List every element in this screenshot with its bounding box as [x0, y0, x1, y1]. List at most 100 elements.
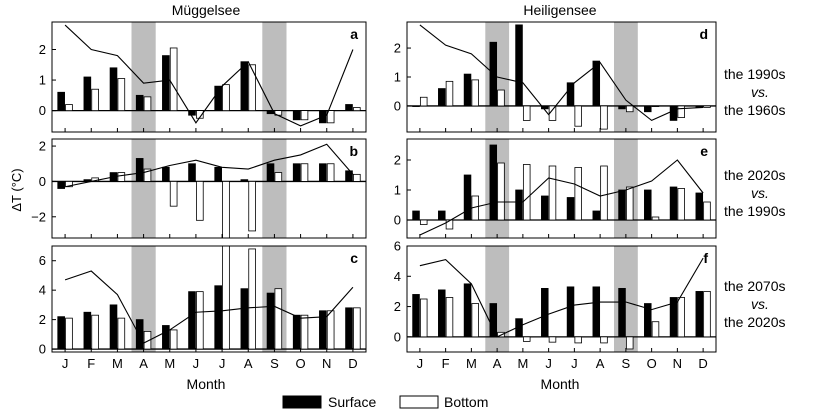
x-axis-label-left: Month	[187, 376, 226, 392]
panel-e-bottom-bar-12	[703, 201, 711, 221]
panel-d-surface-bar-9	[618, 105, 626, 110]
panel-a-surface-bar-7	[214, 85, 222, 112]
panel-f-xtick-label: O	[647, 356, 657, 371]
panel-f-xtick-label: M	[466, 356, 477, 371]
panel-c-letter: c	[350, 250, 358, 266]
panel-d-surface-bar-7	[566, 82, 575, 107]
panel-b-surface-bar-9	[266, 163, 275, 182]
panel-f-xtick-label: M	[517, 356, 528, 371]
panel-f-ytick-label: 6	[394, 239, 401, 254]
panel-a-bottom-bar-2	[91, 88, 99, 112]
panel-c-ytick-label: 0	[39, 342, 46, 357]
row-label-3-line1: the 2070s	[724, 278, 786, 294]
panel-a-bottom-bar-8	[248, 64, 256, 112]
panel-c-xtick-label: M	[112, 356, 123, 371]
panel-d: 0 1 2 d	[394, 21, 717, 133]
column-title-heiligensee: Heiligensee	[523, 2, 596, 18]
panel-b-surface-bar-6	[188, 163, 196, 182]
row-label-2-line1: the 2020s	[724, 167, 786, 183]
panel-f-surface-bar-7	[566, 286, 575, 338]
panel-c-shade-S	[262, 246, 287, 352]
panel-f-xtick-label: A	[493, 356, 502, 371]
panel-c-ytick-label: 2	[39, 312, 46, 327]
panel-e-surface-bar-8	[592, 210, 601, 221]
panel-c-bottom-bar-7	[222, 245, 230, 350]
panel-d-bottom-bar-1	[419, 96, 428, 107]
panel-c-surface-bar-7	[214, 285, 222, 350]
panel-c-surface-bar-10	[292, 314, 301, 350]
panel-d-surface-bar-2	[438, 88, 446, 107]
panel-e-bottom-bar-9	[625, 186, 634, 221]
panel-f-surface-bar-12	[695, 291, 704, 338]
panel-d-surface-bar-6	[541, 105, 549, 110]
legend-bottom-label: Bottom	[444, 394, 488, 410]
panel-f-line	[419, 257, 704, 338]
panel-c-bottom-bar-9	[274, 288, 283, 350]
panel-f-bottom-bar-11	[677, 297, 685, 338]
panel-c-surface-bar-12	[345, 307, 353, 350]
panel-b-bottom-bar-11	[326, 163, 335, 182]
panel-b-bottom-bar-3	[117, 172, 126, 182]
panel-c-frame	[51, 245, 367, 353]
panel-c: 0 2 4 6 J F M A M J J A S O N Dc	[39, 245, 367, 371]
panel-e-bottom-bar-1	[419, 219, 428, 225]
panel-a-surface-bar-5	[162, 55, 170, 112]
panel-c-ytick-label: 4	[39, 283, 46, 298]
panel-f-ytick-label: 4	[394, 269, 401, 284]
panel-c-surface-bar-2	[83, 311, 92, 350]
panel-e-bottom-bar-2	[445, 219, 454, 230]
panel-d-ytick-label: 0	[394, 98, 401, 113]
column-title-mueggelsee: Müggelsee	[172, 2, 241, 18]
panel-a-bottom-bar-5	[169, 47, 178, 112]
panel-a-bottom-bar-3	[117, 78, 126, 112]
row-label-3-line2: vs.	[751, 296, 769, 312]
panel-a-surface-bar-6	[188, 110, 196, 116]
panel-c-xtick-label: D	[348, 356, 357, 371]
panel-c-xtick-label: M	[164, 356, 175, 371]
panel-e-ytick-label: 2	[394, 153, 401, 168]
panel-e-bottom-bar-4	[497, 162, 505, 221]
panel-c-ytick-label: 6	[39, 253, 46, 268]
panel-e: 0 1 2 e	[394, 138, 717, 239]
panel-f-surface-bar-9	[618, 287, 626, 338]
panel-a-bottom-bar-4	[143, 96, 152, 112]
panel-b-ytick-label: 2	[39, 139, 46, 154]
panel-c-bottom-bar-1	[65, 317, 73, 350]
panel-f-bottom-bar-5	[522, 336, 531, 342]
panel-d-ytick-label: 2	[394, 41, 401, 56]
panel-e-bottom-bar-6	[548, 165, 557, 221]
panel-a-surface-bar-12	[345, 104, 353, 112]
panel-b-bottom-bar-8	[248, 181, 256, 232]
panel-f-surface-bar-10	[644, 303, 652, 338]
panel-b-bottom-bar-7	[222, 181, 230, 239]
panel-c-xtick-label: A	[139, 356, 148, 371]
panel-f-bottom-bar-8	[600, 336, 608, 344]
panel-b-surface-bar-5	[162, 166, 170, 182]
legend-surface-swatch	[282, 395, 322, 409]
panel-c-xtick-label: J	[62, 356, 69, 371]
panel-f-shade-S	[614, 246, 638, 352]
panel-e-shade-S	[614, 139, 638, 238]
panel-e-bottom-bar-10	[651, 216, 660, 221]
panel-e-shade-A	[485, 139, 510, 238]
panel-d-surface-bar-3	[463, 73, 472, 107]
panel-d-shade-S	[614, 22, 638, 132]
panel-d-surface-bar-11	[669, 105, 678, 121]
panel-e-frame	[406, 138, 717, 239]
panel-c-shade-A	[131, 246, 156, 352]
panel-f-surface-bar-4	[489, 303, 498, 338]
panel-c-xtick-label: N	[322, 356, 331, 371]
panel-a-surface-bar-2	[83, 76, 92, 112]
panel-f-xtick-label: J	[417, 356, 424, 371]
panel-e-letter: e	[700, 143, 708, 159]
panel-a-ytick-label: 2	[39, 42, 46, 57]
row-label-2-line2: vs.	[751, 185, 769, 201]
panel-f-surface-bar-11	[669, 297, 678, 338]
row-label-1-line1: the 1990s	[724, 66, 786, 82]
panel-f-ytick-label: 2	[394, 299, 401, 314]
panel-d-bottom-bar-12	[703, 105, 711, 108]
panel-c-surface-bar-5	[162, 325, 170, 350]
